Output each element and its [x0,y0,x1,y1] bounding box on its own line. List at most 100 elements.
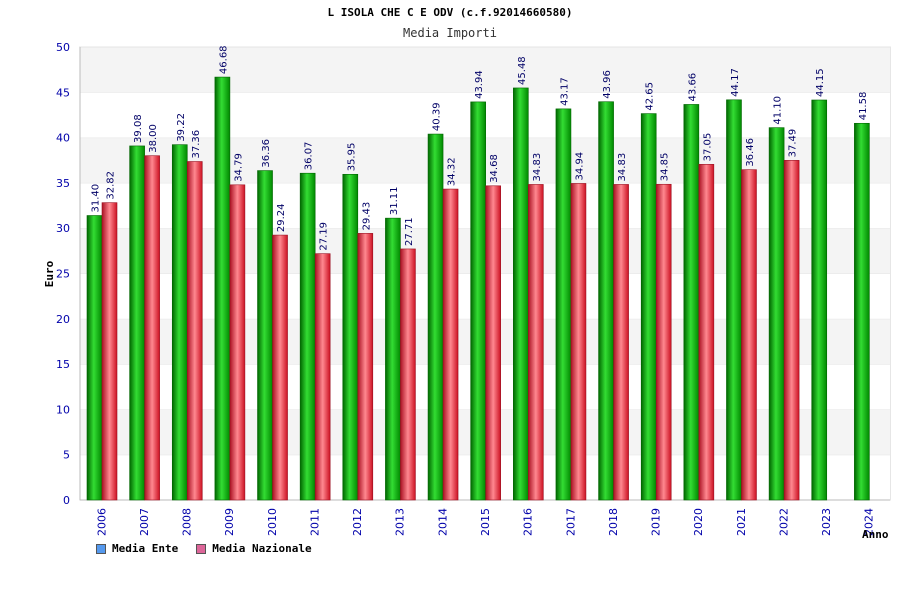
data-label: 44.17 [730,68,741,97]
data-label: 36.36 [261,139,272,168]
data-label: 35.95 [346,143,357,172]
x-tick-label: 2009 [223,508,236,536]
data-label: 37.36 [191,130,202,159]
bar-nazionale-2014 [442,188,459,501]
data-label: 37.05 [702,133,713,162]
bar-ente-2007 [129,145,145,501]
x-tick-label: 2022 [777,508,790,536]
y-tick-label: 5 [63,449,70,462]
bar-nazionale-2006 [101,202,118,501]
legend-swatch-nazionale [196,543,207,554]
y-tick-label: 25 [56,268,70,281]
y-tick-label: 50 [56,41,70,54]
data-label: 34.94 [574,152,585,181]
x-tick-label: 2016 [522,508,535,536]
bar-ente-2011 [299,172,316,501]
legend-label-nazionale: Media Nazionale [212,542,312,555]
y-tick-label: 35 [56,177,70,190]
data-label: 43.96 [602,70,613,99]
legend-item-ente: Media Ente [96,542,178,555]
data-label: 34.68 [489,154,500,183]
bar-nazionale-2015 [485,185,501,501]
x-tick-label: 2011 [308,508,321,536]
bar-nazionale-2020 [698,164,715,501]
bar-ente-2017 [555,108,572,501]
y-axis-title: Euro [43,260,56,287]
data-label: 40.39 [432,102,443,131]
y-tick-label: 10 [56,403,70,416]
data-label: 34.83 [532,153,543,182]
x-axis: 2006 2007 2008 2009 2010 2011 2012 2013 2014 2015… [95,508,875,536]
x-axis-title: Anno [862,528,889,541]
data-label: 39.08 [133,114,144,143]
data-label: 34.83 [617,153,628,182]
bar-ente-2009 [214,76,231,501]
bar-ente-2021 [726,99,742,501]
data-label: 45.48 [517,56,528,85]
y-tick-label: 0 [63,494,70,507]
data-label: 36.07 [304,142,315,171]
bar-ente-2014 [427,133,444,501]
data-label: 42.65 [645,82,656,111]
bar-nazionale-2011 [314,253,331,501]
bar-ente-2023 [811,99,828,501]
bar-nazionale-2008 [186,161,203,501]
bar-ente-2015 [470,101,486,501]
data-label: 44.15 [815,68,826,97]
data-label: 29.43 [361,202,372,231]
bars: 31.40 32.82 39.08 38.00 39.22 37.36 46.68 34.79… [86,45,870,501]
bar-nazionale-2013 [400,248,416,501]
bar-ente-2010 [257,170,273,501]
bar-ente-2008 [171,144,188,501]
data-label: 46.68 [218,45,229,74]
bar-nazionale-2016 [528,184,544,501]
data-label: 41.58 [858,92,869,121]
bar-nazionale-2010 [272,234,288,501]
bar-ente-2022 [768,127,785,501]
bar-nazionale-2009 [229,184,246,501]
legend-item-nazionale: Media Nazionale [196,542,312,555]
x-tick-label: 2008 [181,508,194,536]
data-label: 34.85 [660,153,671,182]
bar-ente-2016 [513,87,529,501]
x-tick-label: 2021 [735,508,748,536]
x-tick-label: 2007 [138,508,151,536]
bar-ente-2019 [640,113,657,501]
x-tick-label: 2010 [266,508,279,536]
data-label: 31.11 [389,187,400,216]
bar-ente-2012 [342,173,359,501]
y-tick-label: 40 [56,132,70,145]
bar-nazionale-2012 [357,233,374,501]
bar-nazionale-2021 [741,169,757,501]
x-tick-label: 2012 [351,508,364,536]
data-label: 27.71 [404,217,415,246]
x-tick-label: 2017 [564,508,577,536]
data-label: 34.32 [447,157,458,186]
data-label: 32.82 [106,171,117,200]
data-label: 31.40 [91,184,102,213]
data-label: 37.49 [788,129,799,158]
data-label: 38.00 [148,124,159,153]
bar-nazionale-2017 [570,183,587,501]
x-tick-label: 2013 [394,508,407,536]
data-label: 34.79 [233,153,244,182]
chart-title: L ISOLA CHE C E ODV (c.f.92014660580) [327,6,573,19]
x-tick-label: 2024 [863,508,876,536]
legend: Media Ente Media Nazionale [96,542,312,555]
y-tick-label: 45 [56,86,70,99]
bar-ente-2006 [86,215,103,501]
data-label: 36.46 [745,138,756,167]
x-tick-label: 2006 [95,508,108,536]
x-tick-label: 2018 [607,508,620,536]
data-label: 43.66 [687,73,698,102]
y-tick-label: 15 [56,358,70,371]
legend-label-ente: Media Ente [112,542,179,555]
x-tick-label: 2019 [650,508,663,536]
y-axis: 0 5 10 15 20 25 30 35 40 45 50 [56,41,70,507]
y-tick-label: 30 [56,222,70,235]
legend-swatch-ente [96,543,106,554]
x-tick-label: 2015 [479,508,492,536]
y-tick-label: 20 [56,313,70,326]
bar-nazionale-2019 [655,183,672,501]
